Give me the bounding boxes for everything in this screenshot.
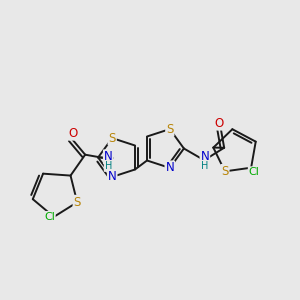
Text: H: H (201, 161, 208, 171)
Text: S: S (74, 196, 81, 209)
Text: Cl: Cl (44, 212, 55, 222)
Text: S: S (109, 132, 116, 145)
Text: H: H (104, 161, 112, 171)
Text: O: O (68, 127, 78, 140)
Text: N: N (104, 150, 112, 163)
Text: N: N (165, 161, 174, 174)
Text: O: O (215, 117, 224, 130)
Text: S: S (166, 123, 173, 136)
Text: Cl: Cl (249, 167, 260, 177)
Text: N: N (200, 150, 209, 163)
Text: N: N (108, 170, 117, 183)
Text: S: S (221, 165, 229, 178)
